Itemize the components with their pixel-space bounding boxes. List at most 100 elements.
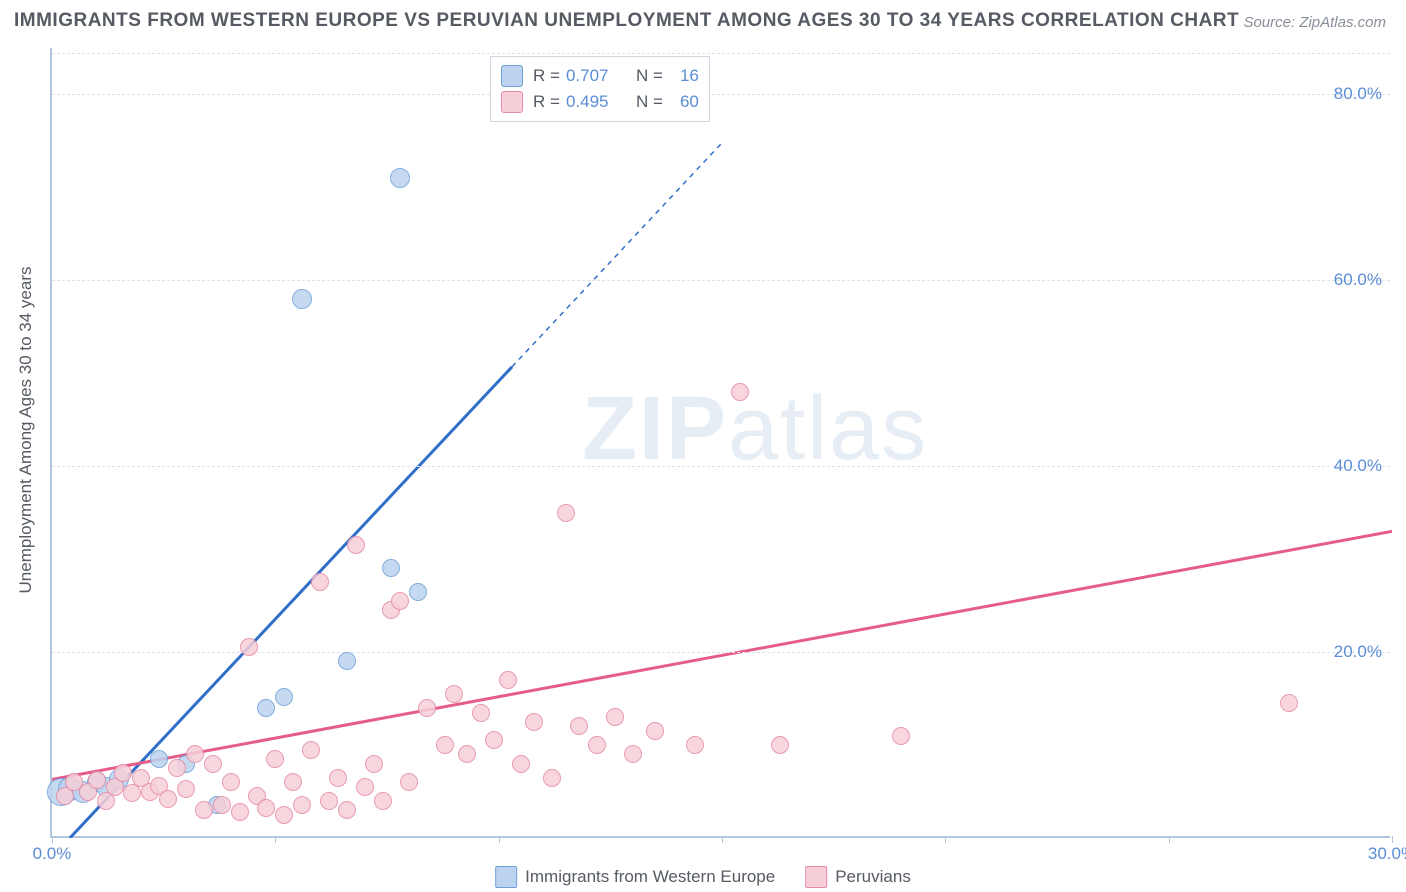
legend-swatch: [805, 866, 827, 888]
legend-n-label: N =: [636, 92, 663, 112]
data-point: [557, 504, 575, 522]
data-point: [485, 731, 503, 749]
legend-r-value: 0.495: [566, 92, 620, 112]
legend-swatch: [501, 91, 523, 113]
trend-line: [52, 531, 1392, 779]
data-point: [195, 801, 213, 819]
data-point: [436, 736, 454, 754]
data-point: [150, 750, 168, 768]
trend-line-dashed: [512, 143, 722, 367]
data-point: [213, 796, 231, 814]
data-point: [159, 790, 177, 808]
data-point: [356, 778, 374, 796]
y-tick-label: 20.0%: [1334, 642, 1382, 662]
data-point: [365, 755, 383, 773]
data-point: [257, 799, 275, 817]
data-point: [168, 759, 186, 777]
legend-correlation: R = 0.707 N = 16 R = 0.495 N = 60: [490, 56, 710, 122]
gridline: [52, 53, 1390, 54]
x-tick: [1392, 836, 1393, 843]
data-point: [400, 773, 418, 791]
data-point: [88, 771, 106, 789]
data-point: [257, 699, 275, 717]
trend-line: [70, 367, 512, 838]
gridline: [52, 466, 1390, 467]
x-tick: [1169, 836, 1170, 843]
data-point: [347, 536, 365, 554]
data-point: [646, 722, 664, 740]
legend-row: R = 0.495 N = 60: [501, 89, 699, 115]
data-point: [240, 638, 258, 656]
legend-swatch: [501, 65, 523, 87]
data-point: [382, 559, 400, 577]
x-tick-label: 0.0%: [33, 844, 72, 864]
data-point: [231, 803, 249, 821]
data-point: [1280, 694, 1298, 712]
correlation-chart: IMMIGRANTS FROM WESTERN EUROPE VS PERUVI…: [0, 0, 1406, 892]
data-point: [892, 727, 910, 745]
data-point: [731, 383, 749, 401]
data-point: [123, 784, 141, 802]
legend-r-label: R =: [533, 92, 560, 112]
legend-n-value: 16: [669, 66, 699, 86]
data-point: [177, 780, 195, 798]
x-tick: [499, 836, 500, 843]
data-point: [588, 736, 606, 754]
data-point: [186, 745, 204, 763]
data-point: [320, 792, 338, 810]
data-point: [771, 736, 789, 754]
data-point: [472, 704, 490, 722]
y-tick-label: 40.0%: [1334, 456, 1382, 476]
data-point: [525, 713, 543, 731]
watermark-light: atlas: [728, 379, 928, 479]
data-point: [499, 671, 517, 689]
data-point: [284, 773, 302, 791]
data-point: [302, 741, 320, 759]
data-point: [445, 685, 463, 703]
legend-row: R =0.707N =16: [501, 63, 699, 89]
legend-label: Peruvians: [835, 867, 911, 887]
legend-label: Immigrants from Western Europe: [525, 867, 775, 887]
chart-title: IMMIGRANTS FROM WESTERN EUROPE VS PERUVI…: [14, 10, 1239, 32]
data-point: [275, 688, 293, 706]
x-tick: [52, 836, 53, 843]
data-point: [418, 699, 436, 717]
y-tick-label: 60.0%: [1334, 270, 1382, 290]
data-point: [543, 769, 561, 787]
data-point: [338, 652, 356, 670]
data-point: [390, 168, 410, 188]
data-point: [338, 801, 356, 819]
data-point: [570, 717, 588, 735]
y-axis-label: Unemployment Among Ages 30 to 34 years: [16, 267, 36, 594]
data-point: [311, 573, 329, 591]
data-point: [624, 745, 642, 763]
data-point: [374, 792, 392, 810]
gridline: [52, 94, 1390, 95]
legend-r-value: 0.707: [566, 66, 620, 86]
watermark-bold: ZIP: [582, 379, 728, 479]
legend-n-label: N =: [636, 66, 663, 86]
data-point: [114, 764, 132, 782]
data-point: [275, 806, 293, 824]
data-point: [266, 750, 284, 768]
legend-n-value: 60: [669, 92, 699, 112]
data-point: [204, 755, 222, 773]
legend-swatch: [495, 866, 517, 888]
data-point: [222, 773, 240, 791]
data-point: [512, 755, 530, 773]
legend-item: Immigrants from Western Europe: [495, 866, 775, 888]
y-tick-label: 80.0%: [1334, 84, 1382, 104]
gridline: [52, 280, 1390, 281]
x-tick-label: 30.0%: [1368, 844, 1406, 864]
trend-lines: [52, 48, 1392, 838]
x-tick: [275, 836, 276, 843]
data-point: [391, 592, 409, 610]
data-point: [409, 583, 427, 601]
x-tick: [945, 836, 946, 843]
legend-series: Immigrants from Western Europe Peruvians: [495, 866, 911, 888]
data-point: [606, 708, 624, 726]
legend-item: Peruvians: [805, 866, 911, 888]
data-point: [293, 796, 311, 814]
data-point: [292, 289, 312, 309]
x-tick: [722, 836, 723, 843]
